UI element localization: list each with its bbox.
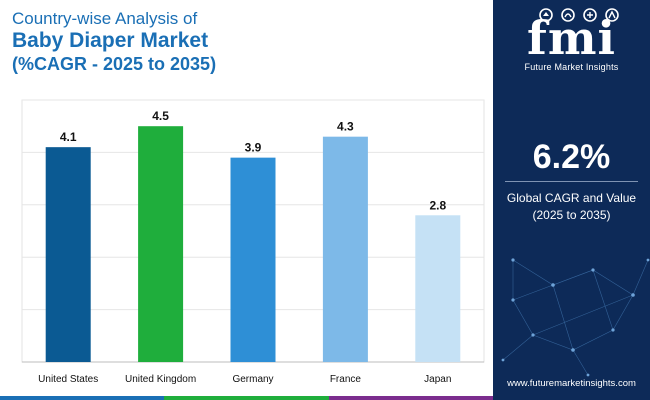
value-labels: 4.1 4.5 3.9 4.3 2.8 bbox=[60, 109, 447, 212]
category-label: France bbox=[330, 374, 362, 385]
stat-label-line-2: (2025 to 2035) bbox=[532, 208, 611, 222]
value-label: 4.3 bbox=[337, 120, 354, 134]
stat-divider bbox=[505, 181, 638, 182]
category-label: Japan bbox=[424, 374, 451, 385]
title-line-2: Baby Diaper Market bbox=[12, 29, 209, 52]
summary-panel: fmi Future Market Insights 6.2% Global C… bbox=[493, 0, 650, 400]
bar-united-states bbox=[45, 147, 91, 362]
value-label: 4.5 bbox=[152, 109, 169, 123]
logo-icons bbox=[539, 8, 619, 22]
value-label: 3.9 bbox=[245, 141, 262, 155]
value-label: 2.8 bbox=[429, 198, 446, 212]
strip-segment-3 bbox=[328, 396, 493, 400]
bar-japan bbox=[415, 215, 461, 362]
title-line-1: Country-wise Analysis of bbox=[12, 9, 198, 28]
category-label: United States bbox=[38, 374, 98, 385]
category-label: Germany bbox=[232, 374, 273, 385]
title-line-3: (%CAGR - 2025 to 2035) bbox=[12, 54, 217, 74]
chart-title: Country-wise Analysis of Baby Diaper Mar… bbox=[12, 8, 216, 75]
bottom-color-strip bbox=[0, 396, 493, 400]
fmi-logo: fmi bbox=[527, 11, 616, 65]
stat-label-line-1: Global CAGR and Value bbox=[506, 191, 637, 205]
strip-segment-2 bbox=[164, 396, 329, 400]
category-labels: United States United Kingdom Germany France… bbox=[38, 374, 451, 385]
website-url: www.futuremarketinsights.com bbox=[507, 378, 636, 389]
bar-united-kingdom bbox=[138, 126, 184, 362]
logo-subtitle: Future Market Insights bbox=[524, 62, 619, 72]
strip-segment-1 bbox=[0, 396, 165, 400]
value-label: 4.1 bbox=[60, 130, 77, 144]
bar-germany bbox=[230, 157, 276, 362]
network-graphic bbox=[501, 258, 650, 377]
bar-france bbox=[322, 136, 368, 362]
bars bbox=[45, 126, 461, 362]
global-cagr-value: 6.2% bbox=[532, 138, 611, 176]
global-cagr-label: Global CAGR and Value (2025 to 2035) bbox=[493, 190, 650, 224]
category-label: United Kingdom bbox=[125, 374, 196, 385]
